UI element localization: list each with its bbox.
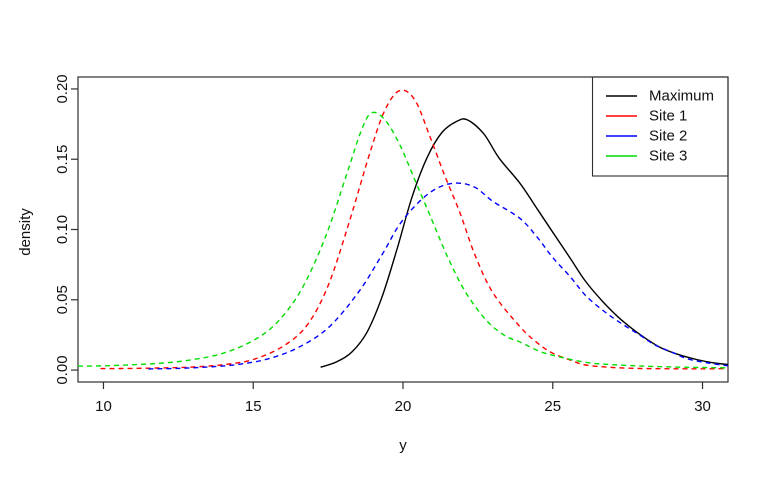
x-tick-label-30: 30: [694, 398, 711, 415]
y-tick-label-0.05: 0.05: [54, 285, 71, 314]
legend-box: [591, 76, 729, 177]
density-curves: [77, 89, 729, 370]
legend-label-site-3: Site 3: [649, 148, 687, 165]
y-tick-label-0.00: 0.00: [54, 355, 71, 384]
x-tick-label-10: 10: [95, 398, 112, 415]
legend-label-site-2: Site 2: [649, 128, 687, 145]
x-axis-label: y: [399, 437, 407, 454]
x-tick-label-20: 20: [395, 398, 412, 415]
x-tick-label-15: 15: [245, 398, 262, 415]
y-tick-label-0.20: 0.20: [54, 74, 71, 103]
y-tick-label-0.10: 0.10: [54, 215, 71, 244]
legend: Maximum Site 1 Site 2 Site 3: [591, 76, 729, 177]
y-tick-label-0.15: 0.15: [54, 145, 71, 174]
legend-label-maximum: Maximum: [649, 88, 714, 105]
curve-site-3: [77, 111, 729, 369]
curve-site-1: [100, 89, 729, 370]
x-tick-label-25: 25: [544, 398, 561, 415]
y-axis-label: density: [17, 208, 34, 256]
x-axis: 10 15 20 25 30: [95, 382, 711, 415]
y-axis: 0.00 0.05 0.10 0.15 0.20: [54, 74, 78, 385]
legend-label-site-1: Site 1: [649, 108, 687, 125]
curve-site-2: [148, 182, 729, 370]
